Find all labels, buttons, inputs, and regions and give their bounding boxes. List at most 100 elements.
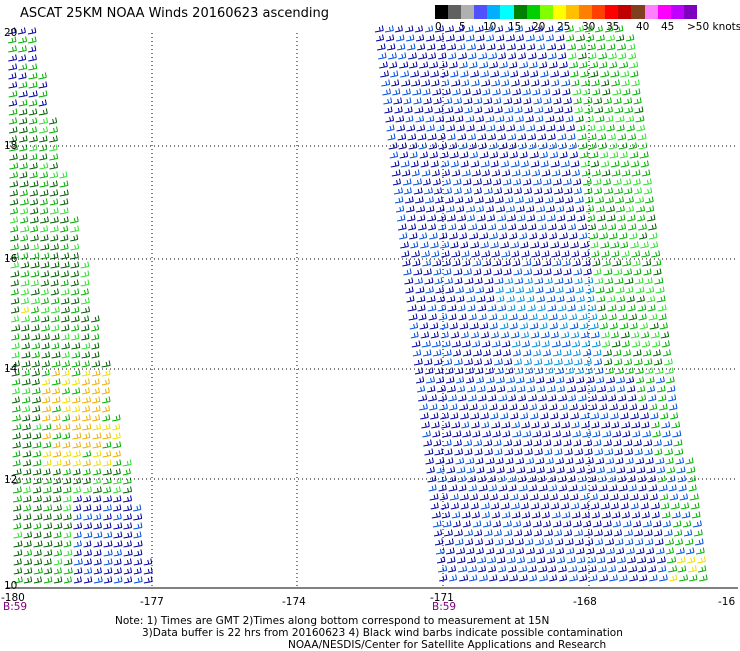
wind-barb: [538, 484, 548, 492]
wind-barb: [413, 187, 423, 195]
wind-barb: [559, 61, 568, 69]
wind-barb: [33, 504, 42, 512]
wind-barb: [454, 448, 464, 456]
wind-barb: [449, 61, 458, 69]
wind-barb: [477, 133, 487, 141]
wind-barb: [657, 304, 667, 312]
wind-barb: [113, 513, 122, 521]
wind-barb: [662, 349, 671, 357]
wind-barb: [30, 225, 39, 233]
wind-barb: [441, 421, 451, 429]
wind-barb: [620, 160, 630, 168]
wind-barb: [91, 324, 100, 332]
wind-barb: [629, 403, 638, 411]
wind-barb: [622, 88, 631, 96]
wind-barb: [530, 502, 540, 510]
wind-barb: [446, 556, 456, 564]
colorbar-label: 25: [557, 21, 571, 33]
wind-barb: [567, 214, 576, 222]
colorbar-segment: [670, 5, 684, 19]
wind-barb: [578, 394, 587, 402]
wind-barb: [444, 106, 454, 114]
wind-barb: [397, 43, 406, 51]
wind-barb: [520, 241, 529, 249]
wind-barb: [452, 88, 461, 96]
wind-barb: [543, 439, 552, 447]
wind-barb: [23, 549, 33, 557]
lat-label: 14: [4, 363, 18, 375]
wind-barb: [615, 205, 625, 213]
wind-barb: [52, 468, 61, 476]
wind-barb: [630, 502, 639, 510]
wind-barb: [71, 378, 80, 386]
wind-barb: [113, 558, 122, 566]
wind-barb: [71, 387, 81, 395]
wind-barb: [536, 124, 546, 132]
wind-barb: [40, 252, 50, 260]
wind-barb: [555, 205, 565, 213]
wind-barb: [584, 196, 594, 204]
wind-barb: [81, 369, 91, 377]
wind-barb: [59, 216, 69, 224]
wind-barb: [81, 405, 91, 413]
wind-barb: [61, 324, 70, 332]
wind-barb: [431, 169, 440, 177]
wind-barb: [71, 315, 80, 323]
wind-barb: [81, 378, 90, 386]
wind-barb: [465, 205, 476, 213]
wind-barb: [494, 106, 503, 114]
wind-barb: [606, 295, 616, 303]
wind-barb: [406, 124, 416, 132]
wind-barb: [390, 70, 399, 78]
wind-barb: [429, 151, 438, 159]
wind-barb: [458, 142, 468, 150]
wind-barb: [543, 268, 552, 276]
wind-barb: [653, 358, 663, 366]
wind-barb: [471, 250, 480, 258]
wind-barb: [143, 567, 153, 575]
wind-barb: [619, 151, 628, 159]
wind-barb: [553, 268, 562, 276]
wind-barb: [420, 70, 430, 78]
wind-barb: [437, 304, 447, 312]
wind-barb: [410, 160, 419, 168]
wind-barb: [435, 547, 445, 555]
wind-barb: [529, 322, 539, 330]
wind-barb: [504, 196, 514, 204]
wind-barb: [60, 243, 69, 251]
wind-barb: [72, 432, 82, 440]
wind-barb: [425, 286, 434, 294]
wind-barb: [607, 214, 616, 222]
wind-barb: [547, 43, 557, 51]
wind-barb: [517, 214, 526, 222]
wind-barb: [620, 412, 629, 420]
colorbar-label: 0: [435, 21, 442, 33]
wind-barb: [473, 187, 482, 195]
wind-barb: [395, 34, 405, 42]
wind-barb: [91, 396, 101, 404]
wind-barb: [83, 558, 92, 566]
wind-barb: [53, 567, 62, 575]
wind-barb: [503, 187, 513, 195]
wind-barb: [458, 565, 468, 573]
wind-barb: [410, 331, 419, 339]
wind-barb: [512, 520, 522, 528]
wind-barb: [92, 441, 102, 449]
wind-barb: [29, 162, 38, 170]
wind-barb: [583, 529, 593, 537]
wind-barb: [678, 484, 687, 492]
wind-barb: [511, 421, 520, 429]
wind-barb: [48, 126, 59, 134]
wind-barb: [62, 405, 71, 413]
wind-barb: [576, 295, 585, 303]
wind-barb: [546, 556, 556, 564]
wind-barb: [545, 205, 555, 213]
wind-barb: [615, 547, 625, 555]
wind-barb: [538, 313, 548, 321]
wind-barb: [30, 234, 39, 242]
wind-barb: [592, 520, 602, 528]
wind-barb: [8, 63, 18, 71]
wind-barb: [21, 387, 31, 395]
wind-barb: [655, 547, 665, 555]
wind-barb: [435, 286, 445, 294]
